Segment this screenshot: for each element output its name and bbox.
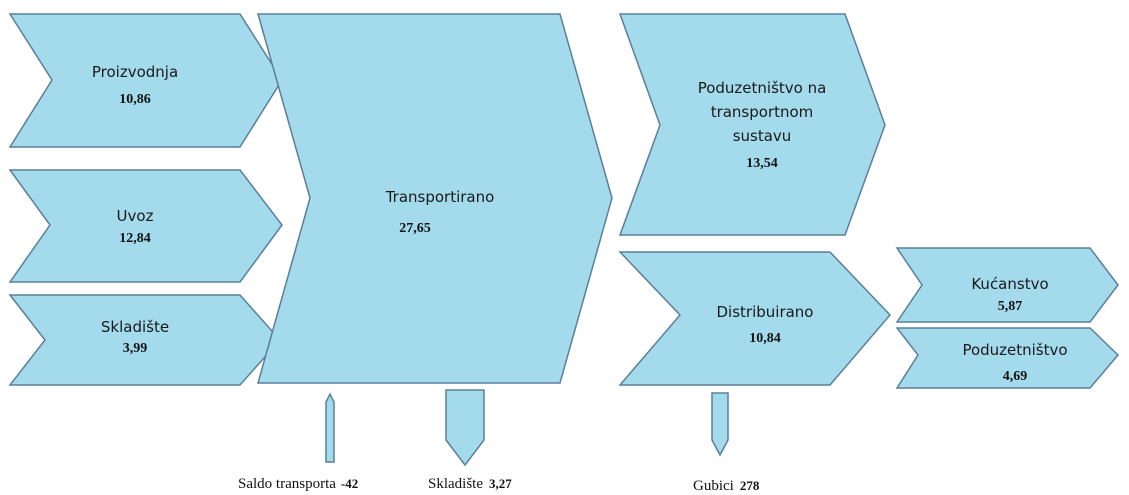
node-label: Distribuirano — [717, 303, 814, 321]
node-label: Uvoz — [117, 207, 154, 225]
poduzetnistvo-transport-arrow — [618, 13, 886, 236]
node-label: Proizvodnja — [92, 63, 178, 81]
node-value: 13,54 — [746, 156, 778, 171]
skladiste-arrow — [8, 294, 282, 386]
uvoz-arrow — [8, 169, 283, 283]
transportirano-arrow — [257, 13, 613, 384]
outflow-caption: Skladište 3,27 — [428, 476, 512, 492]
node-value: 12,84 — [119, 231, 151, 246]
saldo-arrow — [325, 392, 335, 463]
skladiste-out-arrow — [445, 389, 485, 467]
outflow-label: Gubici — [693, 478, 734, 494]
outflow-value: 3,27 — [489, 476, 512, 491]
node-value: 10,86 — [119, 92, 151, 107]
outflow-label: Skladište — [428, 476, 483, 492]
outflow-caption: Gubici 278 — [693, 478, 760, 494]
outflow-label: Saldo transporta — [238, 476, 336, 492]
node-label: Skladište — [101, 318, 169, 336]
node-value: 3,99 — [123, 341, 148, 356]
node-label: Poduzetništvo na — [698, 79, 827, 97]
node-label: Kućanstvo — [971, 275, 1048, 293]
distribuirano-arrow — [618, 251, 892, 386]
node-value: 4,69 — [1003, 369, 1028, 384]
proizvodnja-arrow — [8, 13, 283, 148]
node-label: Poduzetništvo — [962, 341, 1067, 359]
gubici-arrow — [711, 392, 729, 457]
node-label: Transportirano — [385, 188, 495, 206]
node-value: 5,87 — [998, 299, 1023, 314]
node-value: 27,65 — [399, 221, 431, 236]
outflow-value: -42 — [341, 476, 358, 491]
node-label: sustavu — [733, 127, 792, 145]
node-value: 10,84 — [749, 331, 781, 346]
outflow-caption: Saldo transporta -42 — [238, 476, 358, 492]
kucanstvo-arrow — [895, 247, 1119, 323]
poduzetnistvo-arrow — [895, 327, 1120, 389]
node-label: transportnom — [711, 103, 814, 121]
outflow-value: 278 — [740, 478, 760, 493]
